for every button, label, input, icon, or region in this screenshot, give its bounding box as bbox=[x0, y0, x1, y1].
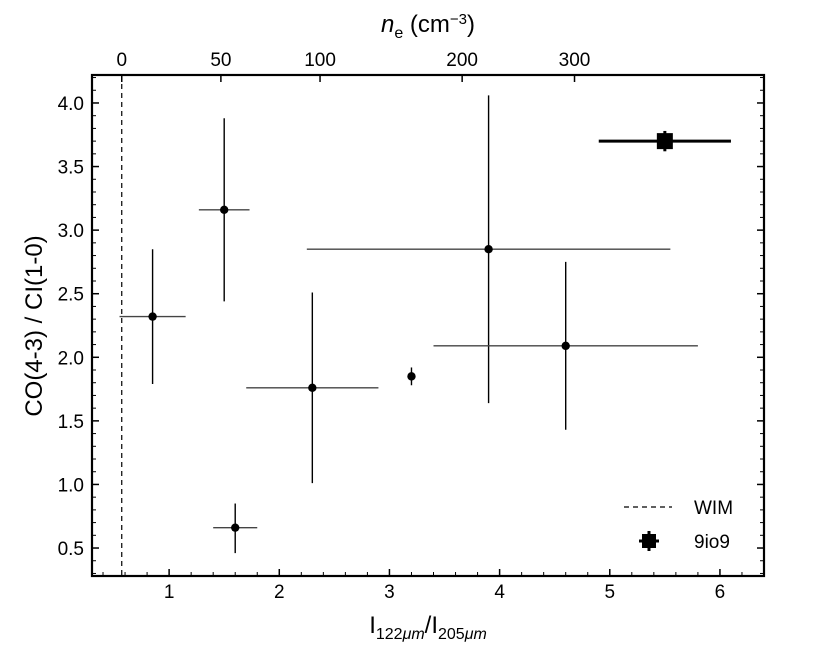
y-tick-label: 2.5 bbox=[58, 285, 84, 306]
top-axis-label-sub: e bbox=[394, 25, 403, 42]
top-tick-label: 0 bbox=[116, 50, 127, 71]
y-tick-label: 1.0 bbox=[58, 475, 84, 496]
data-point bbox=[484, 245, 493, 254]
legend: WIM 9io9 bbox=[624, 498, 733, 553]
y-tick-label: 0.5 bbox=[58, 539, 84, 560]
top-axis-label-close: ) bbox=[467, 11, 475, 38]
x-axis-label-sub2-unit: μm bbox=[464, 626, 487, 643]
data-point bbox=[148, 312, 157, 321]
x-tick-label: 6 bbox=[715, 582, 726, 603]
x-axis-label-slash: /I bbox=[425, 612, 438, 639]
data-point bbox=[561, 341, 570, 351]
x-tick-label: 3 bbox=[384, 582, 395, 603]
y-tick-label: 2.0 bbox=[58, 348, 84, 369]
top-axis-label-sup: −3 bbox=[450, 11, 467, 28]
top-tick-label: 50 bbox=[210, 50, 231, 71]
x-axis-label-sub1-num: 122 bbox=[376, 626, 403, 643]
x-tick-label: 4 bbox=[494, 582, 505, 603]
data-point bbox=[407, 372, 416, 381]
x-axis-label-sub1-unit: μm bbox=[402, 626, 425, 643]
top-axis-label-rest: (cm bbox=[403, 11, 450, 38]
x-axis-label: I122μm/I205μm bbox=[369, 612, 487, 643]
top-tick-label: 300 bbox=[559, 50, 591, 71]
error-bars-layer bbox=[119, 95, 731, 554]
top-axis-label: ne (cm−3) bbox=[381, 11, 475, 43]
x-tick-label: 5 bbox=[604, 582, 615, 603]
data-point bbox=[219, 205, 229, 214]
points-layer bbox=[148, 133, 673, 532]
data-point bbox=[231, 523, 240, 532]
legend-9io9-swatch bbox=[639, 531, 659, 551]
top-tick-label: 100 bbox=[304, 50, 336, 71]
x-axis-label-sub2-num: 205 bbox=[438, 626, 465, 643]
legend-9io9-label: 9io9 bbox=[694, 532, 730, 553]
legend-wim-label: WIM bbox=[694, 498, 733, 519]
data-point-square bbox=[656, 133, 673, 150]
top-axis-label-n: n bbox=[381, 11, 394, 38]
top-tick-label: 200 bbox=[446, 50, 478, 71]
y-tick-label: 4.0 bbox=[58, 94, 84, 115]
y-tick-label: 3.5 bbox=[58, 158, 84, 179]
y-tick-label: 1.5 bbox=[58, 412, 84, 433]
x-tick-label: 1 bbox=[164, 582, 175, 603]
x-tick-label: 2 bbox=[274, 582, 285, 603]
ticks-layer: 1 2 3 4 5 6 0.5 1.0 1.5 2.0 2.5 3.0 3.5 4.0 0 50 100 200 3… bbox=[58, 50, 765, 603]
y-tick-label: 3.0 bbox=[58, 221, 84, 242]
x-axis-label-sub2: 205μm bbox=[438, 626, 487, 643]
data-point bbox=[308, 383, 317, 393]
x-axis-label-main: I bbox=[369, 612, 376, 639]
x-axis-label-sub1: 122μm bbox=[376, 626, 425, 643]
y-axis-label: CO(4-3) / CI(1-0) bbox=[21, 235, 48, 416]
plot-frame bbox=[90, 73, 766, 578]
